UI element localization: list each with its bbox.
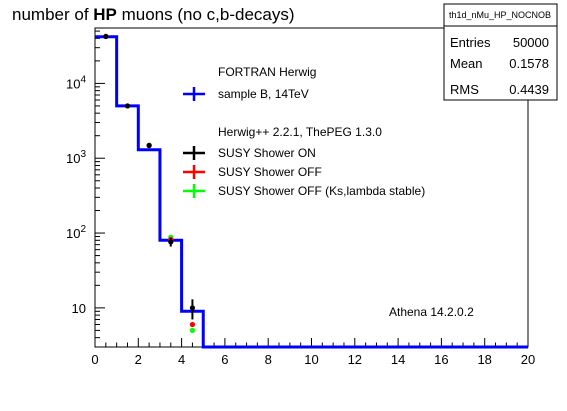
stats-mean-value: 0.1578 — [509, 56, 549, 71]
x-tick-label: 4 — [178, 352, 185, 367]
legend-label-shower-on: SUSY Shower ON — [218, 146, 316, 160]
legend-header-fortran: FORTRAN Herwig — [218, 65, 316, 79]
x-tick-label: 16 — [434, 352, 448, 367]
y-tick-label: 102 — [66, 224, 86, 241]
histogram-sample-b — [95, 35, 528, 349]
x-tick-label: 10 — [304, 352, 318, 367]
data-point — [103, 33, 109, 40]
x-tick-label: 2 — [135, 352, 142, 367]
legend-label-shower-off: SUSY Shower OFF — [218, 165, 322, 179]
stats-box-frame — [443, 3, 558, 101]
x-tick-label: 6 — [221, 352, 228, 367]
x-tick-label: 18 — [477, 352, 491, 367]
x-tick-label: 0 — [91, 352, 98, 367]
data-point — [124, 103, 131, 109]
stats-entries-value: 50000 — [513, 35, 549, 50]
data-point — [146, 142, 152, 149]
stats-mean-label: Mean — [450, 56, 483, 71]
stats-entries-label: Entries — [450, 35, 491, 50]
stats-rms-value: 0.4439 — [509, 82, 549, 97]
chart-title: number of HP muons (no c,b-decays) — [12, 5, 295, 24]
x-tick-label: 12 — [348, 352, 362, 367]
y-tick-label: 104 — [66, 74, 86, 91]
x-tick-label: 8 — [265, 352, 272, 367]
legend-header-herwigpp: Herwig++ 2.2.1, ThePEG 1.3.0 — [218, 125, 382, 139]
y-tick-label: 103 — [66, 149, 86, 166]
stats-histogram-name: th1d_nMu_HP_NOCNOB — [449, 10, 551, 20]
stats-rms-label: RMS — [450, 82, 479, 97]
legend: FORTRAN Herwig sample B, 14TeV Herwig++ … — [183, 65, 425, 198]
data-point — [189, 321, 196, 328]
x-tick-label: 14 — [391, 352, 405, 367]
data-point — [168, 239, 174, 245]
data-point — [189, 305, 196, 311]
data-point — [189, 327, 196, 334]
x-tick-label: 20 — [521, 352, 535, 367]
legend-label-shower-off-stable: SUSY Shower OFF (Ks,lambda stable) — [218, 184, 425, 198]
stats-box: th1d_nMu_HP_NOCNOB Entries 50000 Mean 0.… — [443, 3, 558, 101]
athena-annotation: Athena 14.2.0.2 — [389, 305, 474, 319]
legend-label-sample-b: sample B, 14TeV — [218, 87, 309, 101]
y-tick-label: 10 — [72, 301, 86, 316]
